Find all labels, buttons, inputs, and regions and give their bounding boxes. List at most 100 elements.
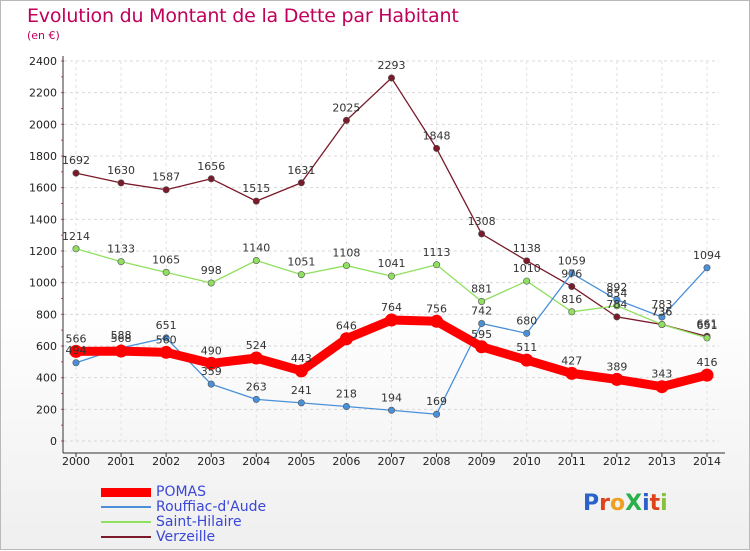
data-point [72, 169, 80, 177]
data-point [700, 368, 714, 382]
data-label: 816 [561, 293, 582, 306]
x-tick-label: 2008 [423, 455, 451, 468]
data-label: 595 [471, 328, 492, 341]
data-label: 1041 [378, 257, 406, 270]
data-point [162, 334, 170, 342]
data-point [294, 364, 308, 378]
data-point [610, 372, 624, 386]
data-point [703, 264, 711, 272]
data-label: 976 [561, 267, 582, 280]
data-label: 1133 [107, 243, 135, 256]
data-point [72, 245, 80, 253]
data-label: 427 [561, 354, 582, 367]
legend-swatch [101, 521, 151, 523]
chart-subtitle: (en €) [27, 29, 60, 42]
y-tick-label: 0 [50, 435, 57, 448]
y-tick-label: 2000 [29, 118, 57, 131]
x-tick-label: 2013 [648, 455, 676, 468]
legend-label: Verzeille [156, 529, 216, 545]
legend-label: Rouffiac-d'Aude [156, 499, 267, 515]
data-label: 494 [66, 344, 87, 357]
data-label: 2293 [378, 59, 406, 72]
x-tick-label: 2001 [107, 455, 135, 468]
y-tick-label: 1400 [29, 213, 57, 226]
x-tick-label: 2004 [242, 455, 270, 468]
data-label: 511 [516, 341, 537, 354]
data-label: 359 [201, 365, 222, 378]
chart-title: Evolution du Montant de la Dette par Hab… [27, 5, 459, 27]
data-label: 1059 [558, 254, 586, 267]
series-layer [69, 74, 714, 418]
legend-swatch [101, 536, 151, 538]
data-label: 661 [697, 317, 718, 330]
data-label: 1631 [287, 164, 315, 177]
data-point [252, 256, 260, 264]
data-label: 443 [291, 352, 312, 365]
data-label: 736 [651, 305, 672, 318]
data-point [475, 340, 489, 354]
axes: 0 200 400 600 800 1000 1200 1400 1600 1800 2000 220… [29, 55, 725, 468]
data-point [387, 406, 395, 414]
data-label: 854 [606, 287, 627, 300]
data-point [478, 298, 486, 306]
data-point [69, 344, 83, 358]
x-tick-label: 2009 [468, 455, 496, 468]
data-label: 1848 [423, 129, 451, 142]
y-tick-label: 2200 [29, 87, 57, 100]
x-tick-label: 2005 [287, 455, 315, 468]
data-label: 646 [336, 320, 357, 333]
legend-swatch [101, 506, 151, 508]
data-point [613, 313, 621, 321]
data-label: 1308 [468, 215, 496, 228]
y-tick-label: 1200 [29, 245, 57, 258]
data-label: 1010 [513, 262, 541, 275]
data-point [613, 296, 621, 304]
data-label: 416 [697, 356, 718, 369]
data-point [433, 410, 441, 418]
data-label: 1656 [197, 160, 225, 173]
data-point [297, 399, 305, 407]
data-point [568, 308, 576, 316]
data-point [658, 313, 666, 321]
data-point [342, 116, 350, 124]
data-point [523, 257, 531, 265]
data-label: 680 [516, 314, 537, 327]
data-point [252, 395, 260, 403]
data-point [520, 353, 534, 367]
data-point [339, 332, 353, 346]
data-label: 241 [291, 384, 312, 397]
data-point [387, 272, 395, 280]
data-label: 490 [201, 344, 222, 357]
data-point [207, 380, 215, 388]
y-tick-label: 1800 [29, 150, 57, 163]
data-label: 756 [426, 302, 447, 315]
x-tick-label: 2011 [558, 455, 586, 468]
x-tick-label: 2007 [378, 455, 406, 468]
data-point [387, 74, 395, 82]
y-tick-label: 800 [36, 308, 57, 321]
data-point [342, 402, 350, 410]
data-label: 1138 [513, 242, 541, 255]
data-label: 1214 [62, 230, 90, 243]
x-tick-label: 2002 [152, 455, 180, 468]
data-label: 784 [606, 298, 627, 311]
y-tick-label: 1000 [29, 277, 57, 290]
data-label: 588 [111, 329, 132, 342]
data-label: 566 [66, 332, 87, 345]
y-tick-label: 400 [36, 372, 57, 385]
data-labels-layer: 566 568 560 490 524 443 646 764 756 595 511 427 389 3… [62, 59, 721, 408]
proxiti-logo-text: ProXiti [583, 491, 668, 516]
data-label: 1051 [287, 256, 315, 269]
data-point [565, 366, 579, 380]
data-label: 881 [471, 283, 492, 296]
data-label: 194 [381, 391, 402, 404]
data-point [207, 279, 215, 287]
data-label: 1692 [62, 154, 90, 167]
data-point [162, 186, 170, 194]
data-point [568, 282, 576, 290]
data-label: 892 [606, 281, 627, 294]
x-tick-label: 2006 [332, 455, 360, 468]
data-label: 524 [246, 339, 267, 352]
y-tick-label: 600 [36, 340, 57, 353]
